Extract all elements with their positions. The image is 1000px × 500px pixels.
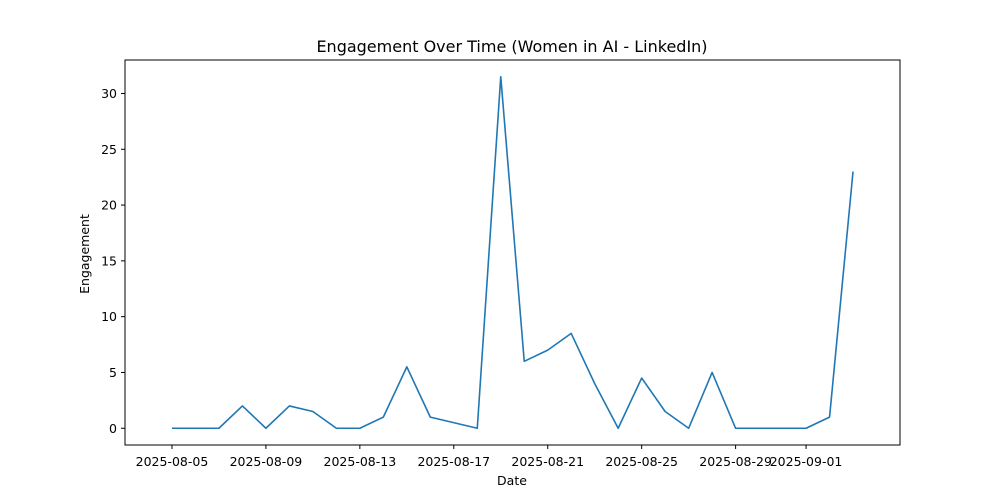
y-tick-label: 20 — [101, 198, 117, 213]
x-tick-label: 2025-08-17 — [417, 454, 490, 469]
series-line-0 — [171, 75, 854, 430]
plot-area — [171, 75, 854, 430]
x-tick-label: 2025-08-25 — [605, 454, 678, 469]
chart-title: Engagement Over Time (Women in AI - Link… — [316, 37, 707, 56]
y-tick-label: 0 — [109, 421, 117, 436]
y-axis-label: Engagement — [77, 214, 92, 294]
y-tick-label: 30 — [101, 86, 117, 101]
x-axis-label: Date — [497, 473, 527, 488]
y-axis: 0 5 10 15 20 25 30 — [101, 86, 125, 436]
x-tick-label: 2025-08-13 — [324, 454, 397, 469]
x-axis: 2025-08-05 2025-08-09 2025-08-13 2025-08-17… — [136, 445, 843, 469]
y-tick-label: 25 — [101, 142, 117, 157]
x-tick-label: 2025-09-01 — [770, 454, 843, 469]
x-tick-label: 2025-08-29 — [699, 454, 772, 469]
x-tick-label: 2025-08-21 — [511, 454, 584, 469]
y-tick-label: 15 — [101, 253, 117, 268]
y-tick-label: 10 — [101, 309, 117, 324]
plot-frame — [124, 59, 901, 446]
y-tick-label: 5 — [109, 365, 117, 380]
x-tick-label: 2025-08-05 — [136, 454, 209, 469]
x-tick-label: 2025-08-09 — [230, 454, 303, 469]
